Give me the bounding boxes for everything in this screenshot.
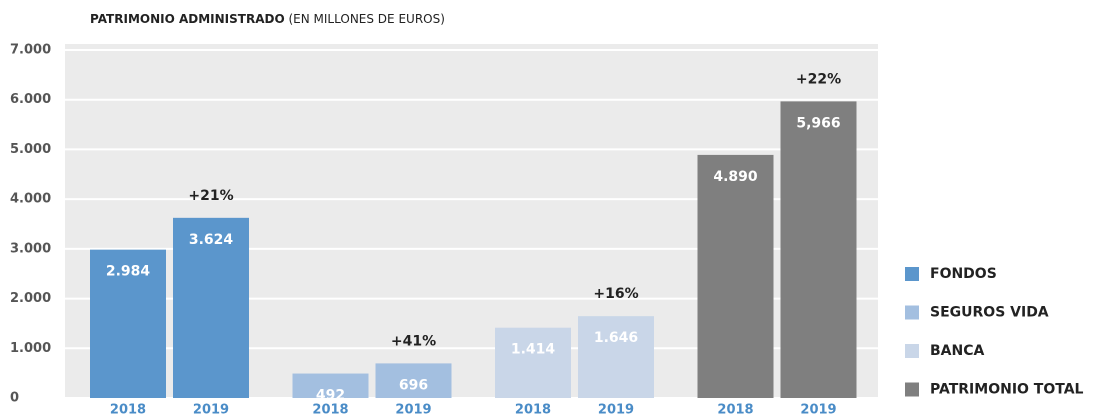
y-tick-label: 6.000 (10, 92, 51, 107)
value-label: 4.890 (713, 169, 758, 185)
chart-title: PATRIMONIO ADMINISTRADO (90, 12, 285, 26)
y-tick-label: 7.000 (10, 43, 51, 58)
legend-swatch (905, 344, 919, 358)
x-tick-label: 2019 (800, 403, 836, 418)
bar (697, 154, 774, 398)
annotation: +22% (796, 71, 841, 87)
value-label: 492 (316, 388, 345, 404)
x-tick-label: 2019 (193, 403, 229, 418)
value-label: 1.646 (594, 330, 638, 346)
x-tick-label: 2019 (598, 403, 634, 418)
y-tick-label: 3.000 (10, 241, 51, 256)
bar (375, 363, 452, 398)
y-tick-label: 2.000 (10, 291, 51, 306)
value-label: 1.414 (511, 342, 556, 358)
bar (292, 373, 369, 398)
bar (173, 217, 249, 398)
y-tick-label: 1.000 (10, 341, 51, 356)
x-tick-label: 2018 (110, 403, 146, 418)
legend-label: FONDOS (930, 266, 997, 282)
bar (495, 327, 571, 398)
bar (780, 101, 857, 398)
x-tick-label: 2018 (515, 403, 551, 418)
y-tick-label: 5.000 (10, 142, 51, 157)
chart-subtitle: (EN MILLONES DE EUROS) (288, 12, 444, 26)
bar (578, 316, 654, 398)
legend-label: SEGUROS VIDA (930, 305, 1049, 321)
legend-swatch (905, 305, 919, 320)
legend-label: BANCA (930, 343, 984, 359)
x-tick-label: 2019 (395, 403, 431, 418)
annotation: +41% (391, 333, 436, 349)
x-tick-label: 2018 (312, 403, 348, 418)
value-label: 5,966 (796, 115, 840, 131)
annotation: +16% (593, 286, 638, 302)
y-tick-label: 4.000 (10, 192, 51, 207)
value-label: 2.984 (106, 264, 151, 280)
annotation: +21% (188, 188, 233, 204)
legend-swatch (905, 267, 919, 281)
legend-swatch (905, 382, 919, 397)
value-label: 696 (399, 377, 428, 393)
legend-label: PATRIMONIO TOTAL (930, 382, 1084, 398)
bar (90, 249, 166, 398)
value-label: 3.624 (189, 232, 234, 248)
chart-title-group: PATRIMONIO ADMINISTRADO (EN MILLONES DE … (90, 12, 445, 26)
x-tick-label: 2018 (717, 403, 753, 418)
y-tick-label: 0 (10, 391, 19, 406)
